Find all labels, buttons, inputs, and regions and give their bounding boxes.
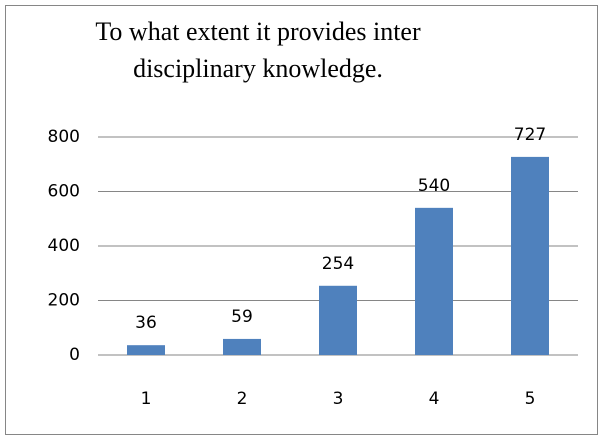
data-label: 540 [418,176,450,196]
chart-title: To what extent it provides inter [95,17,421,46]
data-label: 254 [322,254,354,274]
x-tick-label: 5 [525,389,536,409]
x-tick-label: 3 [333,389,344,409]
x-tick-label: 4 [429,389,440,409]
bar [511,156,549,355]
y-tick-label: 0 [69,345,80,365]
data-label: 59 [231,307,253,327]
bar [415,207,453,355]
bar [223,338,261,355]
chart-border [5,5,598,435]
bar [319,285,357,355]
data-label: 727 [514,125,546,145]
y-tick-label: 800 [48,127,80,147]
data-label: 36 [135,313,157,333]
bar [127,345,165,355]
x-tick-label: 1 [141,389,152,409]
y-tick-label: 400 [48,236,80,256]
x-tick-label: 2 [237,389,248,409]
y-tick-label: 200 [48,291,80,311]
chart-title: disciplinary knowledge. [133,54,383,83]
y-tick-label: 600 [48,182,80,202]
